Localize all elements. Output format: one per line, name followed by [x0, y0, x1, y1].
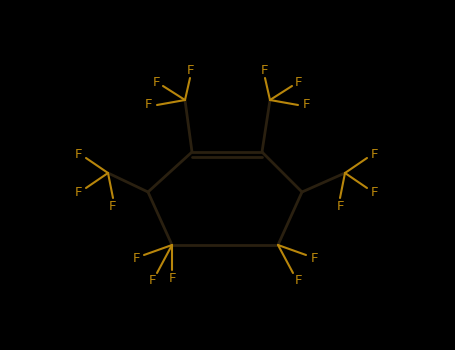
Text: F: F [186, 64, 194, 77]
Text: F: F [109, 199, 117, 212]
Text: F: F [152, 76, 160, 89]
Text: F: F [168, 272, 176, 285]
Text: F: F [294, 273, 302, 287]
Text: F: F [370, 147, 378, 161]
Text: F: F [370, 186, 378, 198]
Text: F: F [295, 76, 303, 89]
Text: F: F [75, 147, 83, 161]
Text: F: F [145, 98, 153, 112]
Text: F: F [132, 252, 140, 266]
Text: F: F [302, 98, 310, 112]
Text: F: F [310, 252, 318, 266]
Text: F: F [148, 273, 156, 287]
Text: F: F [261, 64, 269, 77]
Text: F: F [75, 186, 83, 198]
Text: F: F [336, 199, 344, 212]
